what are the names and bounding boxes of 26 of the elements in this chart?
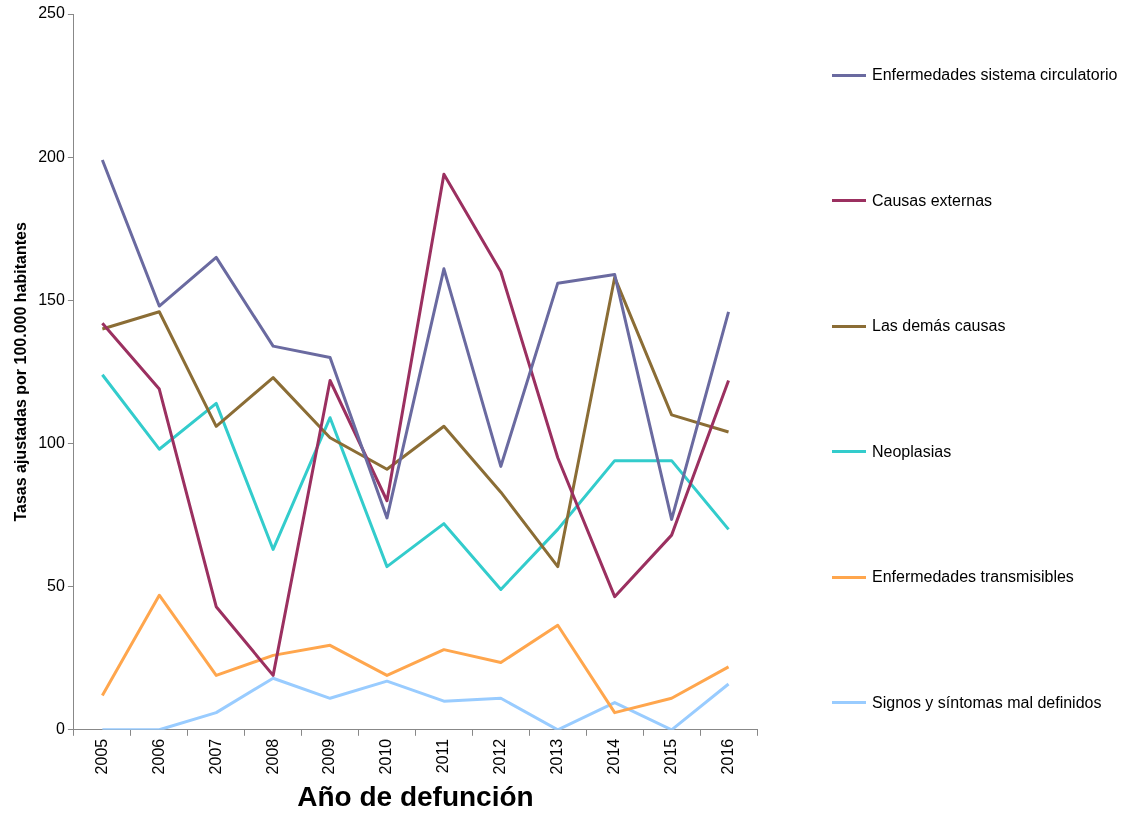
- x-tick-label: 2016: [718, 738, 736, 775]
- y-axis-title: Tasas ajustadas por 100.000 habitantes: [12, 222, 30, 522]
- x-tick-label: 2014: [605, 738, 623, 775]
- legend-label: Enfermedades transmisibles: [872, 568, 1074, 586]
- x-tick-label: 2012: [491, 738, 509, 775]
- legend-label: Las demás causas: [872, 317, 1006, 335]
- y-tick-label: 0: [55, 720, 65, 738]
- x-tick-label: 2010: [377, 738, 395, 775]
- y-tick-label: 250: [38, 4, 65, 22]
- x-tick-label: 2015: [662, 738, 680, 775]
- x-tick-label: 2007: [206, 738, 224, 775]
- x-tick-label: 2005: [92, 738, 110, 775]
- x-tick-label: 2011: [434, 738, 452, 774]
- legend-label: Neoplasias: [872, 442, 952, 461]
- y-tick-label: 200: [38, 147, 65, 165]
- x-tick-label: 2013: [548, 738, 566, 775]
- x-axis-title: Año de defunción: [297, 780, 534, 812]
- y-tick-label: 150: [38, 290, 65, 308]
- y-tick-label: 100: [38, 433, 65, 451]
- x-tick-label: 2009: [320, 738, 338, 775]
- legend-label: Causas externas: [872, 191, 993, 210]
- y-tick-label: 50: [47, 577, 65, 595]
- x-tick-label: 2008: [263, 738, 281, 775]
- legend-label: Enfermedades sistema circulatorio: [872, 66, 1118, 84]
- legend-label: Signos y síntomas mal definidos: [872, 693, 1102, 712]
- x-tick-label: 2006: [149, 738, 167, 775]
